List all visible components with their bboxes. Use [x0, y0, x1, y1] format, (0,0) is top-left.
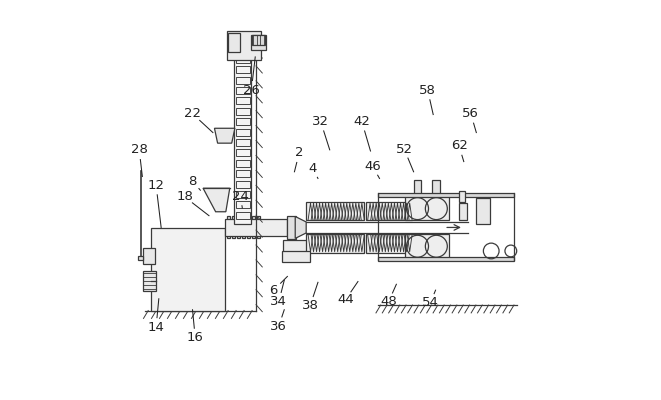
Bar	[228, 33, 241, 52]
Bar	[235, 180, 250, 188]
Bar	[235, 170, 250, 177]
Text: 14: 14	[147, 321, 165, 334]
Bar	[227, 216, 230, 238]
Bar	[235, 149, 250, 156]
Text: 4: 4	[309, 162, 317, 175]
Text: 34: 34	[270, 296, 287, 308]
Bar	[257, 216, 260, 238]
Polygon shape	[214, 128, 235, 143]
Bar	[306, 202, 364, 220]
Bar	[235, 76, 250, 84]
Text: 54: 54	[422, 296, 439, 309]
Text: 8: 8	[188, 175, 197, 188]
Bar	[377, 257, 514, 261]
Bar	[459, 203, 467, 220]
Bar	[143, 248, 155, 264]
Bar	[475, 198, 490, 224]
Text: 46: 46	[364, 160, 381, 173]
Bar	[235, 212, 250, 219]
Bar	[235, 56, 250, 63]
Text: 42: 42	[354, 115, 370, 128]
Bar	[377, 193, 514, 197]
Bar	[288, 216, 296, 239]
Text: 58: 58	[419, 84, 436, 97]
Bar	[225, 219, 288, 236]
Text: 16: 16	[187, 332, 204, 344]
Bar	[235, 108, 250, 115]
Bar	[235, 55, 251, 224]
Bar	[232, 216, 235, 238]
Bar	[366, 234, 412, 253]
Bar	[282, 251, 310, 262]
Bar	[235, 160, 250, 167]
Text: 62: 62	[451, 140, 467, 152]
Bar	[252, 35, 266, 45]
Text: 12: 12	[147, 179, 165, 192]
Bar	[459, 191, 465, 202]
Bar	[414, 180, 422, 195]
Bar	[235, 87, 250, 94]
Bar	[235, 97, 250, 104]
Bar	[235, 191, 250, 198]
Bar	[247, 216, 250, 238]
Bar	[235, 66, 250, 73]
Text: 28: 28	[131, 143, 147, 156]
Bar	[306, 234, 364, 253]
Text: 24: 24	[232, 190, 249, 202]
Bar	[242, 216, 245, 238]
Bar	[227, 32, 261, 60]
Polygon shape	[295, 216, 306, 238]
Bar	[138, 256, 143, 260]
Text: 52: 52	[396, 142, 412, 156]
Bar	[251, 35, 266, 50]
Text: 18: 18	[176, 190, 193, 203]
Text: 26: 26	[243, 84, 260, 97]
Bar	[405, 234, 449, 258]
Bar	[405, 196, 449, 220]
Bar	[235, 201, 250, 208]
Bar	[235, 118, 250, 125]
Text: 36: 36	[270, 320, 287, 333]
Polygon shape	[203, 188, 230, 212]
Bar	[432, 180, 440, 195]
Bar	[235, 139, 250, 146]
Bar	[284, 240, 308, 256]
Bar	[366, 202, 412, 220]
Text: 22: 22	[184, 107, 201, 120]
Text: 38: 38	[301, 299, 319, 312]
Bar	[143, 270, 156, 291]
Text: 44: 44	[337, 294, 354, 306]
Bar	[151, 228, 225, 310]
Text: 48: 48	[380, 296, 397, 308]
Text: 6: 6	[270, 284, 278, 297]
Text: 2: 2	[295, 146, 303, 160]
Bar	[237, 216, 240, 238]
Bar	[235, 128, 250, 136]
Text: 56: 56	[463, 107, 479, 120]
Text: 32: 32	[312, 115, 329, 128]
Bar	[252, 216, 255, 238]
